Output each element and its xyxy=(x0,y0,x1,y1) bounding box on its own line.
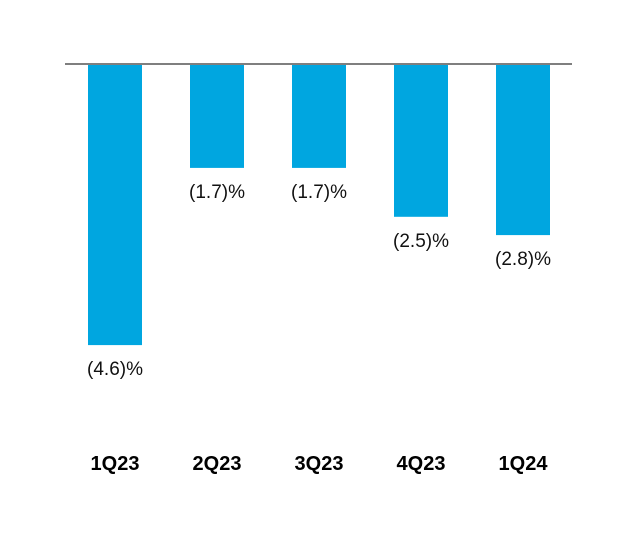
bar-1q23 xyxy=(88,64,142,346)
bar-3q23 xyxy=(292,64,346,168)
bar-4q23 xyxy=(394,64,448,217)
value-label-1q24: (2.8)% xyxy=(495,249,551,270)
bar-1q24 xyxy=(496,64,550,236)
tick-label-4q23: 4Q23 xyxy=(397,453,446,475)
value-label-3q23: (1.7)% xyxy=(291,182,347,203)
value-label-1q23: (4.6)% xyxy=(87,359,143,380)
tick-label-2q23: 2Q23 xyxy=(193,453,242,475)
value-label-2q23: (1.7)% xyxy=(189,182,245,203)
tick-label-1q24: 1Q24 xyxy=(499,453,549,475)
x-axis-tick-labels: 1Q23 2Q23 3Q23 4Q23 1Q24 xyxy=(91,453,549,475)
bar-2q23 xyxy=(190,64,244,168)
tick-label-1q23: 1Q23 xyxy=(91,453,140,475)
tick-label-3q23: 3Q23 xyxy=(295,453,344,475)
bars xyxy=(88,64,550,346)
value-labels: (4.6)% (1.7)% (1.7)% (2.5)% (2.8)% xyxy=(87,182,551,380)
value-label-4q23: (2.5)% xyxy=(393,231,449,252)
